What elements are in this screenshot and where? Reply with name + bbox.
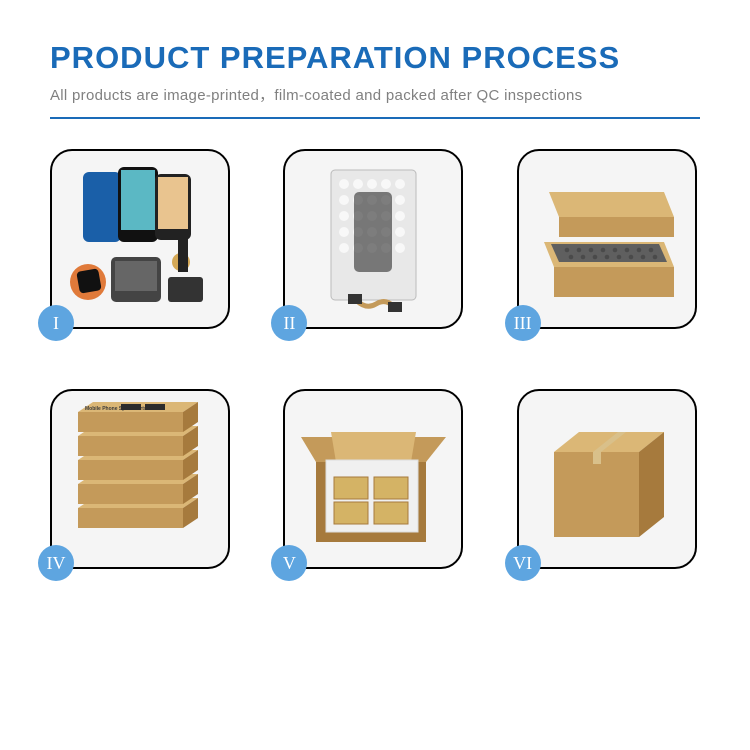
- step-card-6: VI: [517, 389, 697, 569]
- step-badge-4: IV: [38, 545, 74, 581]
- step-card-1: I: [50, 149, 230, 329]
- page-subtitle: All products are image-printed，film-coat…: [50, 84, 700, 105]
- sealed-carton-icon: [529, 402, 684, 557]
- box-open-packed-icon: [296, 402, 451, 557]
- header: PRODUCT PREPARATION PROCESS All products…: [50, 40, 700, 119]
- steps-grid: I II: [50, 149, 700, 569]
- step-badge-6: VI: [505, 545, 541, 581]
- header-divider: [50, 117, 700, 119]
- open-box-foam-icon: [529, 162, 684, 317]
- step-card-2: II: [283, 149, 463, 329]
- bubble-wrap-icon: [296, 162, 451, 317]
- parts-assorted-icon: [63, 162, 218, 317]
- step-card-4: Mobile Phone Spare Parts IV: [50, 389, 230, 569]
- step-card-3: III: [517, 149, 697, 329]
- step-badge-2: II: [271, 305, 307, 341]
- step-badge-5: V: [271, 545, 307, 581]
- stacked-boxes-icon: Mobile Phone Spare Parts: [63, 402, 218, 557]
- step-badge-3: III: [505, 305, 541, 341]
- page-title: PRODUCT PREPARATION PROCESS: [50, 40, 700, 76]
- step-badge-1: I: [38, 305, 74, 341]
- step-card-5: V: [283, 389, 463, 569]
